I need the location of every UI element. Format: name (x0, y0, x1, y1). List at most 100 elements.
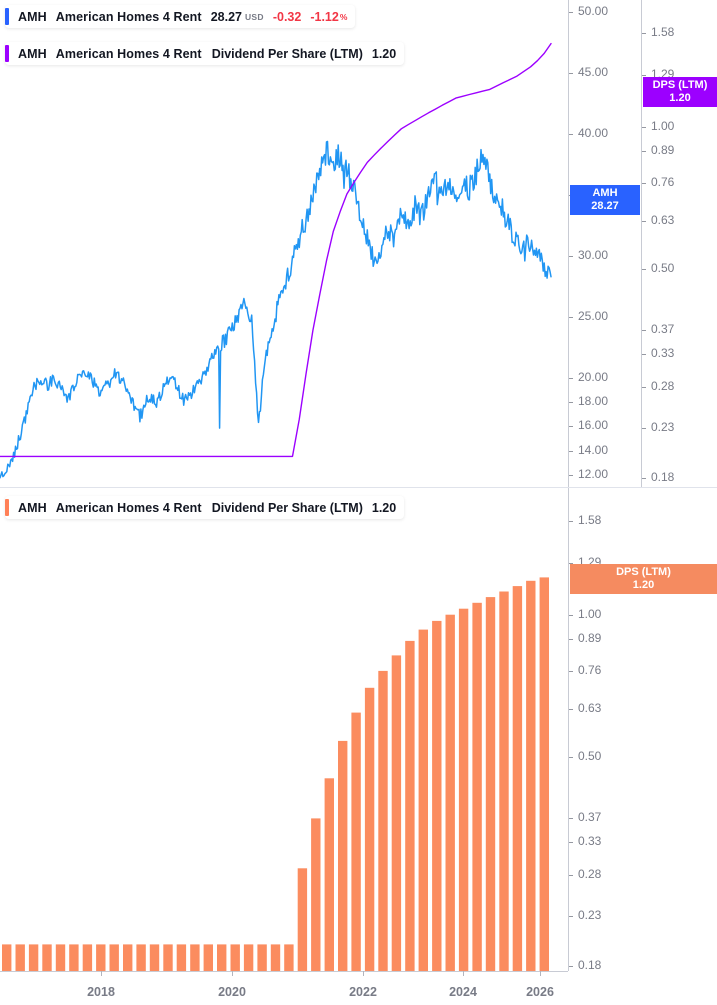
axis-tick-mark (569, 450, 573, 452)
axis-tick-label: 0.89 (578, 630, 602, 645)
price-chart-panel[interactable]: AMH American Homes 4 Rent 28.27 USD -0.3… (0, 0, 717, 487)
axis-tick-label: 1.00 (651, 118, 675, 133)
axis-tick-mark (569, 255, 573, 257)
axis-tick-mark (642, 353, 646, 355)
axis-tick-label: 0.33 (651, 345, 675, 360)
x-axis-tick-mark (363, 971, 364, 976)
axis-tick-mark (569, 875, 573, 877)
axis-tick-mark (569, 316, 573, 318)
axis-tick-label: 0.18 (578, 958, 602, 972)
axis-tick-mark (642, 478, 646, 479)
axis-tick-mark (569, 818, 573, 820)
dividend-bar-plot (2, 577, 549, 971)
legend-ticker: AMH (18, 9, 47, 24)
axis-tick-label: 0.33 (578, 833, 602, 848)
axis-tick-label: 1.58 (651, 25, 675, 39)
axis-tick-label: 18.00 (578, 393, 609, 408)
axis-tick-mark (569, 401, 573, 403)
legend-series-value: 1.20 (371, 500, 397, 515)
axis-tick-mark (569, 133, 573, 135)
axis-tick-label: 0.76 (651, 174, 675, 189)
axis-tick-mark (569, 966, 573, 967)
dividend-chart-panel[interactable]: AMH American Homes 4 Rent Dividend Per S… (0, 488, 717, 1005)
axis-tick-mark (569, 426, 573, 428)
axis-tick-mark (642, 330, 646, 332)
axis-tick-mark (642, 427, 646, 429)
price-badge: AMH 28.27 (570, 185, 640, 215)
axis-tick-label: 40.00 (578, 125, 609, 140)
legend-series-value: 1.20 (371, 46, 397, 61)
legend-ticker: AMH (18, 500, 47, 515)
legend-series-name: Dividend Per Share (LTM) (211, 46, 363, 61)
axis-tick-label: 0.50 (651, 260, 675, 275)
axis-tick-label: 1.00 (578, 606, 602, 621)
axis-tick-label: 0.76 (578, 662, 602, 677)
axis-tick-label: 0.18 (651, 470, 675, 484)
axis-tick-label: 0.89 (651, 142, 675, 157)
legend-ticker: AMH (18, 46, 47, 61)
axis-tick-label: 16.00 (578, 418, 609, 433)
axis-tick-mark (642, 74, 646, 76)
axis-tick-mark (642, 126, 646, 128)
dps-badge-label: DPS (LTM) (652, 79, 708, 91)
axis-tick-label: 25.00 (578, 308, 609, 323)
axis-tick-label: 0.50 (578, 748, 602, 763)
price-series-plot (0, 42, 552, 479)
axis-tick-mark (569, 475, 573, 476)
axis-tick-mark (569, 756, 573, 758)
axis-tick-mark (642, 150, 646, 152)
dps-axis-line (641, 0, 642, 487)
dps-badge-value: 1.20 (669, 91, 691, 104)
axis-tick-mark (569, 709, 573, 711)
dps-badge: DPS (LTM) 1.20 (643, 77, 717, 107)
axis-tick-label: 45.00 (578, 64, 609, 79)
legend-company-name: American Homes 4 Rent (55, 500, 202, 515)
axis-tick-mark (642, 221, 646, 223)
dividend-badge-label: DPS (LTM) (616, 566, 671, 578)
axis-tick-mark (569, 72, 573, 74)
dividend-badge-value: 1.20 (632, 578, 655, 591)
axis-tick-mark (642, 387, 646, 389)
axis-tick-mark (569, 562, 573, 564)
legend-series-name: Dividend Per Share (LTM) (211, 500, 363, 515)
legend-dividend[interactable]: AMH American Homes 4 Rent Dividend Per S… (5, 496, 405, 519)
axis-tick-label: 0.63 (651, 213, 675, 228)
axis-tick-mark (569, 638, 573, 640)
x-axis-label: 2020 (218, 985, 246, 999)
legend-change-absolute: -0.32 (272, 9, 302, 24)
legend-color-swatch (5, 499, 9, 516)
axis-tick-mark (569, 915, 573, 917)
legend-last-price: 28.27 (210, 9, 242, 24)
panel-divider (0, 487, 717, 488)
legend-currency: USD (244, 11, 264, 22)
axis-tick-label: 0.37 (578, 810, 602, 825)
axis-tick-label: 0.23 (651, 419, 675, 434)
price-badge-ticker: AMH (592, 187, 618, 199)
axis-tick-mark (569, 841, 573, 843)
axis-tick-mark (569, 377, 573, 379)
dividend-badge: DPS (LTM) 1.20 (570, 564, 717, 594)
axis-tick-label: 14.00 (578, 442, 609, 457)
x-axis-label: 2026 (526, 985, 554, 999)
legend-price[interactable]: AMH American Homes 4 Rent 28.27 USD -0.3… (5, 5, 356, 28)
axis-tick-label: 0.37 (651, 322, 675, 337)
axis-tick-label: 0.28 (578, 867, 602, 882)
x-axis-tick-mark (540, 971, 541, 976)
axis-tick-mark (569, 614, 573, 616)
x-axis-line (0, 971, 568, 972)
legend-color-swatch (5, 8, 9, 25)
axis-tick-mark (569, 521, 573, 522)
axis-tick-mark (642, 268, 646, 270)
dividend-axis-line (568, 488, 569, 971)
percent-symbol: % (339, 11, 348, 22)
axis-tick-label: 50.00 (578, 4, 609, 18)
axis-tick-label: 0.63 (578, 701, 602, 716)
axis-tick-label: 30.00 (578, 247, 609, 262)
axis-tick-mark (569, 670, 573, 672)
price-axis-line (568, 0, 569, 487)
axis-tick-mark (569, 12, 573, 13)
axis-tick-mark (642, 182, 646, 184)
legend-dps-overlay[interactable]: AMH American Homes 4 Rent Dividend Per S… (5, 42, 405, 65)
axis-tick-label: 1.58 (578, 513, 602, 527)
x-axis-tick-mark (101, 971, 102, 976)
